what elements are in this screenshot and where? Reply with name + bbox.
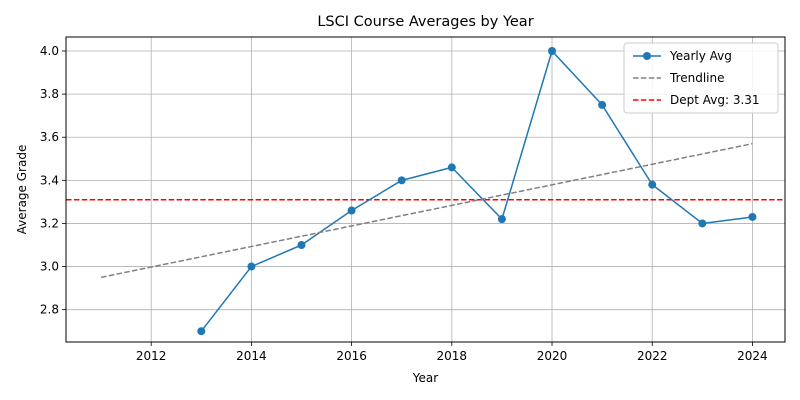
legend-entry-yearly-avg-label: Yearly Avg: [669, 49, 732, 63]
yearly-avg-point: [698, 219, 707, 228]
x-tick-label: 2018: [437, 349, 468, 363]
yearly-avg-point: [548, 47, 557, 56]
series: [100, 47, 757, 336]
yearly-avg-point: [247, 262, 256, 271]
x-tick-label: 2022: [637, 349, 668, 363]
plot-area-frame: [65, 36, 786, 343]
yearly-avg-line: [200, 50, 753, 332]
y-tick-label: 3.6: [40, 130, 59, 144]
legend-entry-yearly-avg-marker: [643, 52, 651, 60]
y-axis-title: Average Grade: [15, 145, 29, 235]
x-axis-title: Year: [412, 371, 438, 385]
y-tick-label: 2.8: [40, 303, 59, 317]
ticks: 2012 2014 2016 2018 2020 2022 2024 2.8 3.0 3.2 3.4…: [40, 44, 768, 363]
y-tick-label: 3.0: [40, 260, 59, 274]
yearly-avg-point: [748, 212, 757, 221]
x-tick-label: 2024: [737, 349, 768, 363]
chart-title: LSCI Course Averages by Year: [317, 14, 533, 30]
x-tick-label: 2012: [136, 349, 167, 363]
yearly-avg-point: [347, 206, 356, 215]
trendline: [100, 142, 753, 279]
legend: Yearly Avg Trendline Dept Avg: 3.31: [623, 42, 779, 114]
legend-entry-dept-avg-label: Dept Avg: 3.31: [670, 93, 760, 107]
y-tick-label: 3.4: [40, 173, 59, 187]
y-tick-label: 3.8: [40, 87, 59, 101]
x-tick-label: 2020: [537, 349, 568, 363]
yearly-avg-point: [598, 100, 607, 109]
x-tick-label: 2016: [336, 349, 367, 363]
x-tick-label: 2014: [236, 349, 267, 363]
yearly-avg-point: [297, 241, 306, 250]
yearly-avg-point: [197, 327, 206, 336]
yearly-avg-point: [497, 215, 506, 224]
y-tick-label: 4.0: [40, 44, 59, 58]
legend-entry-trendline-label: Trendline: [669, 71, 725, 85]
legend-box: [623, 42, 779, 114]
yearly-avg-point: [648, 180, 657, 189]
y-tick-label: 3.2: [40, 216, 59, 230]
yearly-avg-point: [397, 176, 406, 185]
yearly-avg-point: [447, 163, 456, 172]
